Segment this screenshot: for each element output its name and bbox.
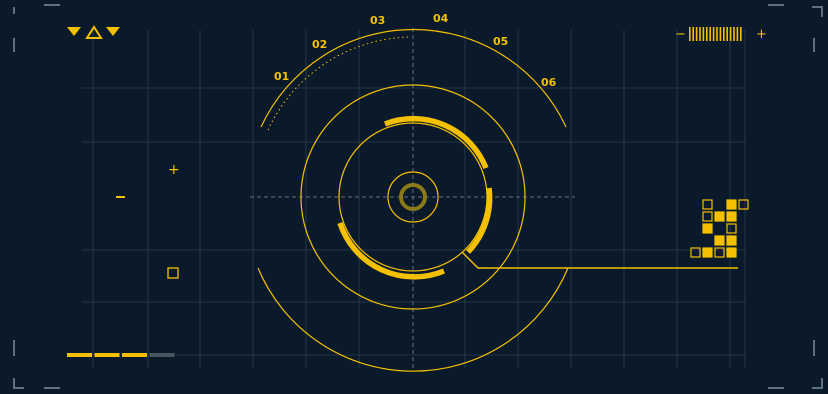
gauge-bar xyxy=(689,27,691,41)
thick-arc-right xyxy=(465,187,493,254)
plus-marker: + xyxy=(168,162,180,178)
gauge-bar xyxy=(740,27,742,41)
gauge-bar xyxy=(712,27,715,41)
matrix-block-filled xyxy=(702,247,713,258)
gauge-bar xyxy=(702,27,705,41)
matrix-block-filled xyxy=(702,223,713,234)
gauge-minus-symbol: − xyxy=(675,27,686,42)
progress-segment-filled xyxy=(67,353,92,357)
gauge-bar xyxy=(733,27,735,41)
matrix-block-empty xyxy=(690,247,701,258)
gauge-bar xyxy=(699,27,701,41)
ring-small xyxy=(387,171,439,223)
gauge-bar xyxy=(695,27,698,41)
gauge-plus-symbol: + xyxy=(756,27,767,42)
gauge-bar xyxy=(736,27,739,41)
outer-bottom-arc xyxy=(257,267,569,372)
progress-segment-filled xyxy=(122,353,147,357)
matrix-block-filled xyxy=(726,235,737,246)
dial-label-01: 01 xyxy=(274,70,289,83)
gauge-bars xyxy=(689,27,742,41)
dial-label-02: 02 xyxy=(312,38,327,51)
pixel-block-matrix-icon xyxy=(690,199,749,258)
progress-segment-empty xyxy=(149,353,175,357)
matrix-block-empty xyxy=(714,247,725,258)
progress-segment-filled xyxy=(94,353,120,357)
matrix-block-empty xyxy=(702,199,713,210)
dial-label-03: 03 xyxy=(370,14,385,27)
square-marker-icon xyxy=(167,267,179,279)
matrix-block-filled xyxy=(714,211,725,222)
outer-dial-arcs xyxy=(257,28,569,372)
gauge-bar xyxy=(709,27,711,41)
gauge-bar xyxy=(723,27,725,41)
triangle-up-outline-icon xyxy=(85,25,103,39)
gauge-bar xyxy=(719,27,722,41)
gauge-bar xyxy=(729,27,732,41)
gauge-bar xyxy=(692,27,694,41)
matrix-block-filled xyxy=(726,199,737,210)
progress-segments xyxy=(67,353,175,357)
corner-brackets xyxy=(13,4,823,389)
triangle-down-filled-icon xyxy=(106,27,120,36)
dial-labels: 01 02 03 04 05 06 xyxy=(274,12,557,89)
gauge-bar xyxy=(706,27,708,41)
matrix-block-filled xyxy=(714,235,725,246)
matrix-block-filled xyxy=(726,211,737,222)
matrix-block-empty xyxy=(702,211,713,222)
thick-arcs xyxy=(337,115,493,280)
thick-arc-bottom xyxy=(337,222,446,280)
outer-top-arc xyxy=(260,28,567,128)
matrix-block-filled xyxy=(726,247,737,258)
top-right-gauge: − + xyxy=(675,27,767,42)
thick-arc-top xyxy=(383,115,489,170)
connector-line xyxy=(461,251,738,269)
ring-large xyxy=(300,84,526,310)
center-core-icon xyxy=(399,183,427,211)
outer-top-dotted-arc xyxy=(267,36,411,131)
gauge-bar xyxy=(716,27,718,41)
triangle-down-filled-icon xyxy=(67,27,81,36)
dial-label-06: 06 xyxy=(541,76,557,89)
matrix-block-empty xyxy=(726,223,737,234)
matrix-block-empty xyxy=(738,199,749,210)
dial-label-04: 04 xyxy=(433,12,449,25)
crosshair-lines xyxy=(250,28,575,368)
gauge-bar xyxy=(726,27,728,41)
top-left-indicators xyxy=(67,25,120,39)
dial-label-05: 05 xyxy=(493,35,508,48)
